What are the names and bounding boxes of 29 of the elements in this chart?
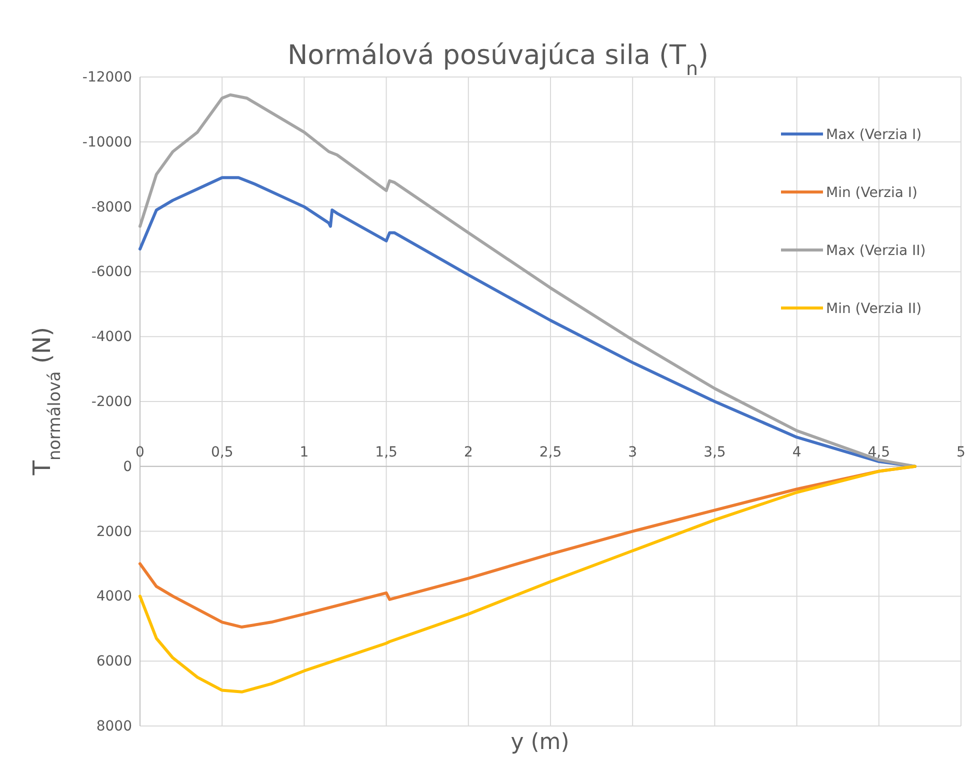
legend-label: Min (Verzia II) — [826, 300, 922, 317]
y-tick-label: 0 — [123, 458, 132, 475]
x-tick-label: 3,5 — [704, 444, 726, 460]
y-tick-label: -6000 — [91, 264, 132, 280]
y-tick-label: 8000 — [96, 718, 132, 734]
x-tick-label: 1 — [300, 444, 309, 460]
x-tick-label: 0 — [136, 444, 144, 460]
line-series — [138, 464, 917, 694]
y-tick-label: -2000 — [91, 394, 132, 410]
y-tick-label: 6000 — [96, 654, 132, 670]
y-tick-label: -4000 — [91, 329, 132, 346]
x-axis-title: y (m) — [510, 730, 570, 755]
chart-title: Normálová posúvajúca sila (T$_{n}$) — [287, 40, 709, 80]
y-tick-label: 4000 — [96, 588, 132, 605]
y-tick-label: -8000 — [91, 199, 132, 216]
y-tick-label: -12000 — [82, 69, 132, 86]
x-tick-label: 4,5 — [868, 444, 890, 460]
x-tick-label: 2,5 — [539, 444, 562, 460]
x-tick-label: 2 — [464, 444, 473, 460]
y-tick-label: -10000 — [82, 134, 132, 150]
x-tick-label: 1,5 — [375, 444, 398, 460]
x-tick-label: 5 — [956, 444, 966, 460]
legend-label: Max (Verzia I) — [826, 126, 922, 143]
legend-label: Min (Verzia I) — [826, 184, 918, 201]
y-tick-label: 2000 — [96, 524, 132, 540]
x-tick-label: 3 — [628, 444, 638, 460]
x-tick-label: 4 — [792, 444, 802, 460]
legend-label: Max (Verzia II) — [826, 242, 926, 259]
x-tick-label: 0,5 — [210, 444, 234, 460]
